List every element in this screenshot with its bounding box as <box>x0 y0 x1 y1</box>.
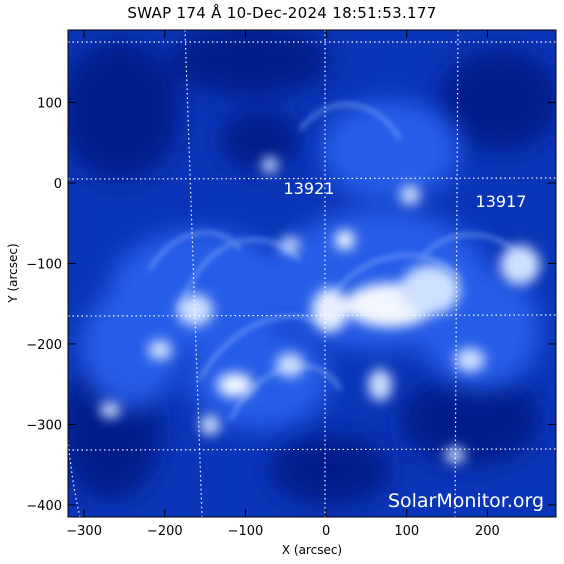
y-tick-label: −300 <box>26 418 62 433</box>
x-tick-label: 200 <box>475 524 500 539</box>
solarmonitor-watermark: SolarMonitor.org <box>388 490 544 512</box>
x-tick-label: −200 <box>147 524 183 539</box>
dark-regions <box>68 30 556 505</box>
y-tick-label: 100 <box>37 96 62 111</box>
plot-frame <box>67 29 557 518</box>
active-region-label: 13921 <box>284 179 335 198</box>
y-axis-ticks: 100 0 −100 −200 −300 −400 <box>26 96 556 514</box>
y-tick-label: 0 <box>54 177 62 192</box>
x-tick-label: −100 <box>228 524 264 539</box>
x-tick-label: 100 <box>394 524 419 539</box>
coordinate-grid <box>68 30 556 517</box>
bright-emission <box>100 157 540 463</box>
x-axis-title: X (arcsec) <box>282 543 342 557</box>
y-axis-title: Y (arcsec) <box>6 243 20 303</box>
page-title: SWAP 174 Å 10-Dec-2024 18:51:53.177 <box>127 4 437 22</box>
x-tick-label: −300 <box>66 524 102 539</box>
x-axis-ticks: −300 −200 −100 0 100 200 <box>66 30 500 539</box>
y-tick-label: −400 <box>26 499 62 514</box>
diffuse-emission <box>80 100 540 430</box>
solar-image <box>68 30 556 517</box>
active-region-label: 13917 <box>476 192 527 211</box>
x-tick-label: 0 <box>322 524 330 539</box>
y-tick-label: −200 <box>26 338 62 353</box>
y-tick-label: −100 <box>26 257 62 272</box>
